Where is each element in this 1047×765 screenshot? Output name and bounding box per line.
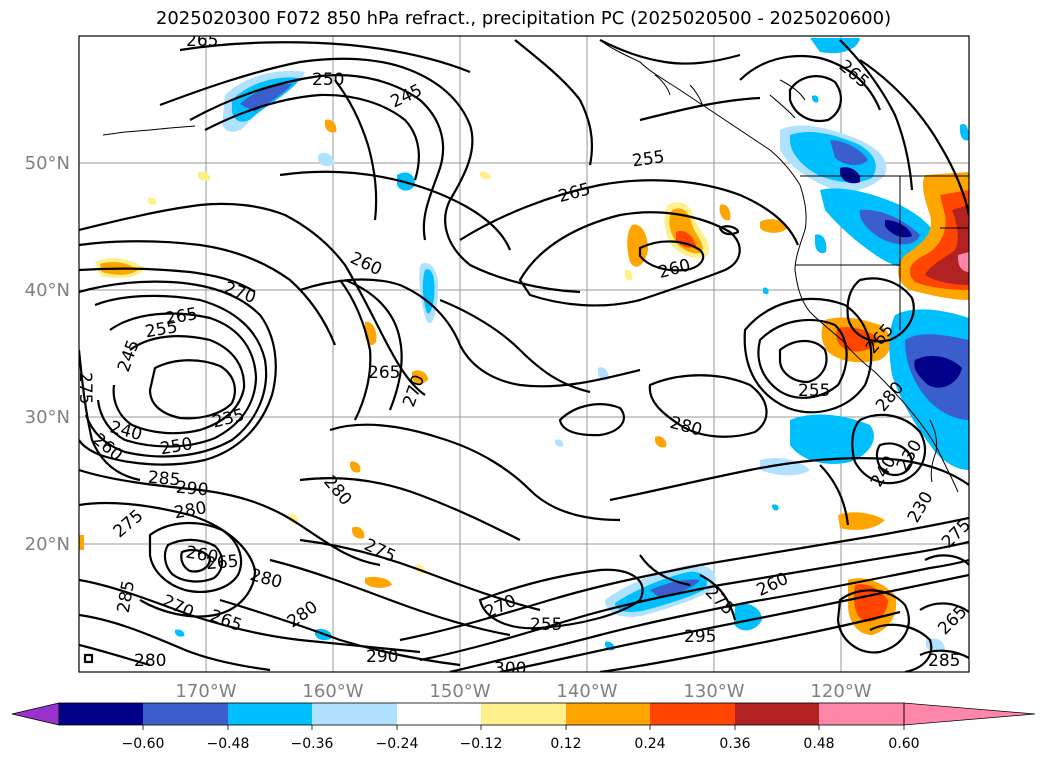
colorbar-tick-label: −0.36	[291, 736, 334, 752]
map-frame	[78, 35, 970, 673]
contour-label: 275	[75, 372, 95, 404]
latitude-label: 30°N	[25, 407, 70, 428]
longitude-label: 120°W	[810, 681, 871, 702]
colorbar-segment	[312, 703, 397, 725]
latitude-label: 40°N	[25, 280, 70, 301]
longitude-label: 150°W	[429, 681, 490, 702]
longitude-label: 140°W	[556, 681, 617, 702]
contour-label: 290	[366, 647, 398, 667]
contour-label: 290	[175, 478, 209, 501]
contour-label: 255	[530, 615, 562, 635]
colorbar-segment	[819, 703, 904, 725]
contour-label: 255	[631, 147, 666, 171]
contour-label: 285	[147, 468, 181, 491]
contour-label: 280	[134, 651, 166, 671]
colorbar-segment	[59, 703, 143, 725]
map-title: 2025020300 F072 850 hPa refract., precip…	[155, 8, 892, 29]
colorbar-segment	[566, 703, 650, 725]
contour-label: 250	[312, 70, 344, 90]
colorbar-tick-label: −0.60	[122, 736, 165, 752]
colorbar: −0.60 −0.48 −0.36 −0.24 −0.12 0.12 0.24 …	[11, 702, 1036, 752]
colorbar-tick-label: 0.60	[888, 736, 919, 752]
longitude-label: 170°W	[175, 681, 236, 702]
longitude-labels: 170°W 160°W 150°W 140°W 130°W 120°W	[175, 681, 871, 702]
contour-label: 265	[368, 363, 400, 383]
latitude-labels: 50°N 40°N 30°N 20°N	[25, 153, 70, 555]
latitude-label: 20°N	[25, 534, 70, 555]
colorbar-extend-max	[903, 702, 1036, 726]
colorbar-segment	[143, 703, 228, 725]
colorbar-tick-label: −0.12	[460, 736, 503, 752]
contour-label: 300	[494, 659, 526, 679]
contour-label: 255	[798, 381, 830, 401]
colorbar-segment	[735, 703, 819, 725]
longitude-label: 160°W	[302, 681, 363, 702]
longitude-label: 130°W	[683, 681, 744, 702]
colorbar-extend-min	[11, 702, 60, 726]
colorbar-segment	[397, 703, 481, 725]
refractivity-contours	[79, 39, 969, 672]
colorbar-segment	[481, 703, 566, 725]
colorbar-segment	[650, 703, 735, 725]
colorbar-outline	[58, 702, 905, 726]
colorbar-tick-label: 0.24	[634, 736, 665, 752]
colorbar-tick-label: 0.12	[550, 736, 581, 752]
colorbar-ticks	[142, 725, 905, 730]
colorbar-tick-label: 0.36	[719, 736, 750, 752]
contour-label: 265	[205, 552, 239, 575]
latitude-label: 50°N	[25, 153, 70, 174]
colorbar-tick-label: −0.48	[207, 736, 250, 752]
contour-label: 295	[684, 627, 716, 647]
contour-label: 265	[186, 31, 218, 51]
colorbar-tick-label: −0.24	[376, 736, 419, 752]
contour-label: 285	[928, 651, 960, 671]
colorbar-tick-label: 0.48	[803, 736, 834, 752]
colorbar-segment	[228, 703, 312, 725]
